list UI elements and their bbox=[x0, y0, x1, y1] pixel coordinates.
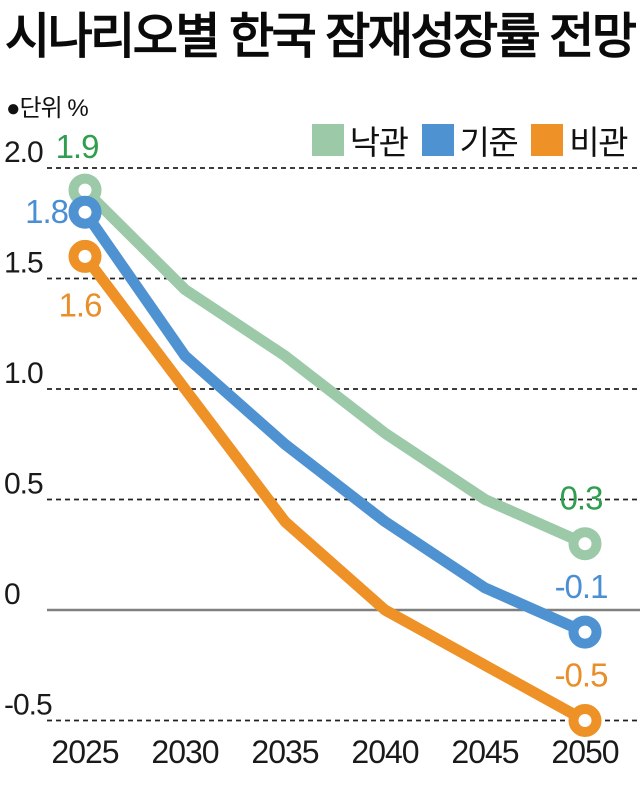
start-value-label-baseline: 1.8 bbox=[25, 193, 68, 230]
start-value-label-pessimistic: 1.6 bbox=[59, 286, 102, 323]
x-tick-label: 2050 bbox=[551, 734, 618, 770]
legend-swatch-baseline bbox=[421, 124, 454, 156]
legend-label-pessimistic: 비관 bbox=[569, 124, 628, 161]
y-tick-label: 0 bbox=[4, 578, 20, 611]
y-tick-label: 1.0 bbox=[4, 357, 43, 390]
x-tick-label: 2040 bbox=[351, 734, 418, 770]
legend-item-baseline: 기준 bbox=[421, 116, 519, 164]
end-marker-optimistic bbox=[568, 527, 602, 561]
series-line-baseline bbox=[79, 206, 591, 638]
start-value-label-optimistic: 1.9 bbox=[56, 128, 99, 165]
end-value-label-optimistic: 0.3 bbox=[560, 480, 603, 517]
x-tick-label: 2035 bbox=[251, 734, 318, 770]
end-marker-pessimistic bbox=[568, 704, 602, 737]
start-marker-baseline bbox=[68, 195, 102, 229]
x-tick-label: 2045 bbox=[451, 734, 518, 770]
legend-label-baseline: 기준 bbox=[459, 124, 519, 161]
legend-label-optimistic: 낙관 bbox=[349, 124, 409, 161]
end-value-label-pessimistic: -0.5 bbox=[555, 657, 608, 694]
legend-item-pessimistic: 비관 bbox=[531, 116, 628, 164]
legend-swatch-optimistic bbox=[311, 124, 344, 156]
page-title: 시나리오별 한국 잠재성장률 전망 bbox=[5, 10, 637, 64]
x-tick-label: 2030 bbox=[151, 734, 218, 770]
y-tick-label: -0.5 bbox=[4, 689, 52, 722]
end-marker-baseline bbox=[568, 615, 602, 649]
start-marker-pessimistic bbox=[68, 239, 102, 273]
legend: 낙관 기준 비관 bbox=[311, 116, 628, 164]
series-line-pessimistic bbox=[79, 250, 591, 726]
y-tick-label: 1.5 bbox=[4, 247, 43, 280]
y-tick-label: 0.5 bbox=[4, 468, 43, 501]
y-tick-label: 2.0 bbox=[4, 136, 43, 169]
legend-item-optimistic: 낙관 bbox=[311, 116, 409, 164]
series-line-optimistic bbox=[79, 184, 591, 550]
legend-swatch-pessimistic bbox=[531, 124, 564, 156]
x-tick-label: 2025 bbox=[51, 734, 118, 770]
end-value-label-baseline: -0.1 bbox=[555, 568, 608, 605]
unit-note: ●단위 % bbox=[6, 95, 89, 122]
